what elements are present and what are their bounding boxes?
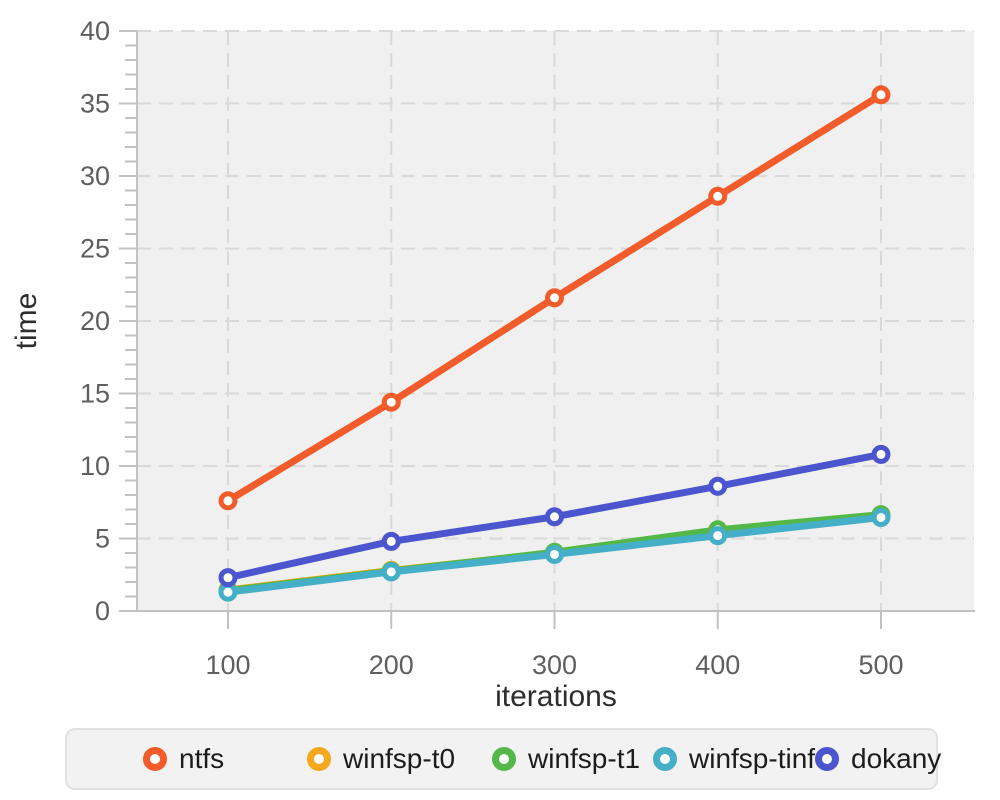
y-tick-label: 20 bbox=[80, 306, 110, 336]
y-tick-label: 40 bbox=[80, 16, 110, 46]
winfsp-tinf-marker-icon bbox=[653, 747, 677, 771]
y-axis-title: time bbox=[10, 293, 43, 350]
x-tick-label: 400 bbox=[695, 650, 740, 680]
y-tick-label: 5 bbox=[95, 524, 110, 554]
legend-label: ntfs bbox=[179, 743, 225, 774]
legend-label: winfsp-tinf bbox=[689, 743, 816, 774]
y-tick-label: 10 bbox=[80, 451, 110, 481]
legend-label: winfsp-t1 bbox=[528, 743, 641, 774]
data-point-dokany bbox=[381, 531, 401, 551]
y-tick-label: 0 bbox=[95, 596, 110, 626]
data-point-winfsp-tinf bbox=[708, 526, 728, 546]
data-point-winfsp-tinf bbox=[218, 582, 238, 602]
y-tick-label: 35 bbox=[80, 89, 110, 119]
data-point-ntfs bbox=[545, 288, 564, 308]
line-chart: 0 5 10 15 20 25 30 35 40 100 200 300 400 500 time ite… bbox=[10, 16, 975, 713]
y-tick-label: 15 bbox=[80, 379, 110, 409]
data-point-dokany bbox=[871, 444, 891, 464]
legend-item-winfsp-t1: winfsp-t1 bbox=[492, 730, 640, 788]
x-tick-label: 100 bbox=[205, 650, 250, 680]
data-point-ntfs bbox=[708, 186, 728, 206]
legend-item-winfsp-tinf: winfsp-tinf bbox=[653, 730, 815, 788]
x-axis-title: iterations bbox=[495, 680, 617, 713]
data-point-ntfs bbox=[218, 491, 238, 511]
dokany-marker-icon bbox=[815, 747, 839, 771]
data-point-ntfs bbox=[871, 85, 891, 105]
data-point-winfsp-tinf bbox=[871, 507, 891, 527]
legend-item-dokany: dokany bbox=[815, 730, 941, 788]
data-point-winfsp-tinf bbox=[545, 544, 564, 564]
data-point-winfsp-tinf bbox=[381, 562, 401, 582]
chart-legend: ntfs winfsp-t0 winfsp-t1 winfsp-tinf dok… bbox=[65, 728, 941, 790]
legend-item-winfsp-t0: winfsp-t0 bbox=[307, 730, 455, 788]
y-tick-label: 25 bbox=[80, 234, 110, 264]
data-point-dokany bbox=[218, 568, 238, 588]
legend-item-ntfs: ntfs bbox=[143, 730, 224, 788]
data-point-ntfs bbox=[381, 392, 401, 412]
winfsp-t1-marker-icon bbox=[492, 747, 516, 771]
y-tick-label: 30 bbox=[80, 161, 110, 191]
x-tick-label: 500 bbox=[858, 650, 903, 680]
x-tick-label: 300 bbox=[532, 650, 577, 680]
winfsp-t0-marker-icon bbox=[307, 747, 331, 771]
data-point-dokany bbox=[545, 507, 564, 527]
legend-label: dokany bbox=[851, 743, 942, 774]
legend-label: winfsp-t0 bbox=[343, 743, 456, 774]
x-tick-label: 200 bbox=[369, 650, 414, 680]
ntfs-marker-icon bbox=[143, 747, 167, 771]
data-point-dokany bbox=[708, 476, 728, 496]
